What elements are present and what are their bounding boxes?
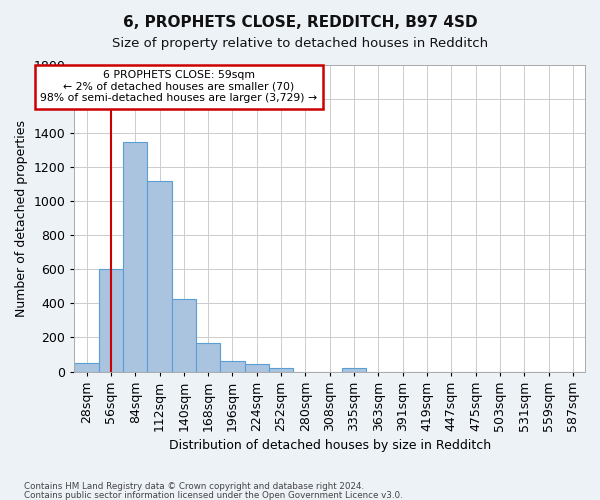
Bar (245, 364, 269, 372)
Bar (123, 142, 148, 372)
X-axis label: Distribution of detached houses by size in Redditch: Distribution of detached houses by size … (169, 440, 491, 452)
Bar (99, 270, 123, 372)
Bar (148, 181, 172, 372)
Text: 6, PROPHETS CLOSE, REDDITCH, B97 4SD: 6, PROPHETS CLOSE, REDDITCH, B97 4SD (122, 15, 478, 30)
Bar (74, 363, 99, 372)
Bar (342, 368, 366, 372)
Text: Size of property relative to detached houses in Redditch: Size of property relative to detached ho… (112, 38, 488, 51)
Text: Contains HM Land Registry data © Crown copyright and database right 2024.: Contains HM Land Registry data © Crown c… (24, 482, 364, 491)
Bar (220, 362, 245, 372)
Bar (172, 299, 196, 372)
Bar (269, 368, 293, 372)
Y-axis label: Number of detached properties: Number of detached properties (15, 120, 28, 317)
Bar (196, 342, 220, 372)
Text: 6 PROPHETS CLOSE: 59sqm
← 2% of detached houses are smaller (70)
98% of semi-det: 6 PROPHETS CLOSE: 59sqm ← 2% of detached… (40, 70, 317, 103)
Text: Contains public sector information licensed under the Open Government Licence v3: Contains public sector information licen… (24, 490, 403, 500)
